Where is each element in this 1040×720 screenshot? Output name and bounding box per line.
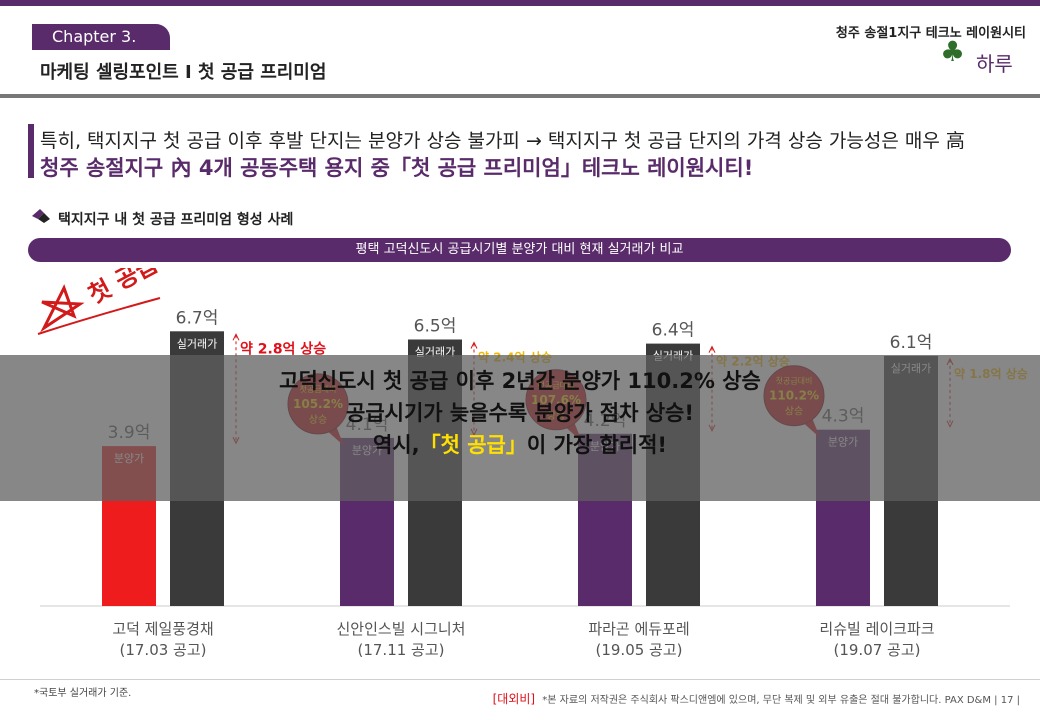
bar-actual-value-label: 6.7억 [176, 308, 219, 328]
category-date-label: (19.07 공고) [833, 641, 920, 659]
chart-title-bar: 평택 고덕신도시 공급시기별 분양가 대비 현재 실거래가 비교 [28, 238, 1011, 262]
stamp-text: 첫 공급 [84, 268, 163, 309]
first-supply-stamp: 첫 공급 [37, 268, 163, 335]
page-number: | 17 | [994, 695, 1020, 706]
bar-actual-series-label: 실거래가 [177, 337, 217, 350]
footnote: *국토부 실거래가 기준. [34, 688, 132, 699]
increase-arrow-head [470, 341, 478, 349]
overlay-line-3-pre: 역시, [372, 433, 420, 457]
category-label: 파라곤 에듀포레 [588, 620, 689, 638]
headline-accent-bar [28, 124, 34, 178]
headline-line-1: 특히, 택지지구 첫 공급 이후 후발 단지는 분양가 상승 불가피 → 택지지… [40, 130, 965, 152]
category-label: 리슈빌 레이크파크 [819, 620, 934, 638]
brand-logo: ♣ 하루 [940, 36, 1020, 80]
overlay-line-1: 고덕신도시 첫 공급 이후 2년간 분양가 110.2% 상승 [279, 369, 761, 393]
top-accent-bar [0, 0, 1040, 6]
category-date-label: (17.11 공고) [357, 641, 444, 659]
increase-arrow-head [708, 345, 716, 353]
bar-actual-value-label: 6.1억 [890, 333, 933, 353]
chapter-tab: Chapter 3. [32, 24, 170, 50]
overlay-line-2: 공급시기가 늦을수록 분양가 점차 상승! [346, 401, 694, 425]
brand-logo-text: 하루 [976, 52, 1013, 76]
stamp-star-icon [40, 284, 85, 333]
category-date-label: (19.05 공고) [595, 641, 682, 659]
increase-label: 약 2.8억 상승 [240, 340, 326, 357]
subheading-marker-icon [32, 209, 50, 223]
footer-divider [0, 679, 1040, 680]
clover-icon: ♣ [940, 35, 966, 68]
increase-arrow-head [232, 333, 240, 341]
bar-actual-value-label: 6.4억 [652, 321, 695, 341]
bar-actual-value-label: 6.5억 [414, 317, 457, 337]
summary-overlay: 고덕신도시 첫 공급 이후 2년간 분양가 110.2% 상승 공급시기가 늦을… [0, 355, 1040, 501]
section-title: 마케팅 셀링포인트 I 첫 공급 프리미엄 [40, 62, 327, 83]
overlay-line-3-post: 이 가장 합리적! [526, 433, 668, 457]
header-divider [0, 94, 1040, 98]
brand-name: 청주 송절1지구 테크노 레이원시티 [835, 26, 1026, 41]
overlay-line-3-highlight: 「첫 공급」 [419, 433, 527, 457]
overlay-line-3: 역시,「첫 공급」이 가장 합리적! [0, 429, 1040, 459]
category-date-label: (17.03 공고) [119, 641, 206, 659]
copyright-notice: *본 자료의 저작권은 주식회사 팍스디앤엠에 있으며, 무단 복제 및 외부 … [542, 695, 942, 706]
subheading: 택지지구 내 첫 공급 프리미엄 형성 사례 [58, 212, 294, 228]
headline-line-2: 청주 송절지구 內 4개 공동주택 용지 중「첫 공급 프리미엄」테크노 레이원… [40, 156, 754, 180]
category-label: 고덕 제일풍경채 [112, 620, 213, 638]
footer-notice: [대외비] *본 자료의 저작권은 주식회사 팍스디앤엠에 있으며, 무단 복제… [493, 690, 1020, 707]
confidential-tag: [대외비] [492, 692, 536, 706]
category-label: 신안인스빌 시그니처 [337, 620, 466, 638]
company-name: PAX D&M [944, 695, 991, 706]
